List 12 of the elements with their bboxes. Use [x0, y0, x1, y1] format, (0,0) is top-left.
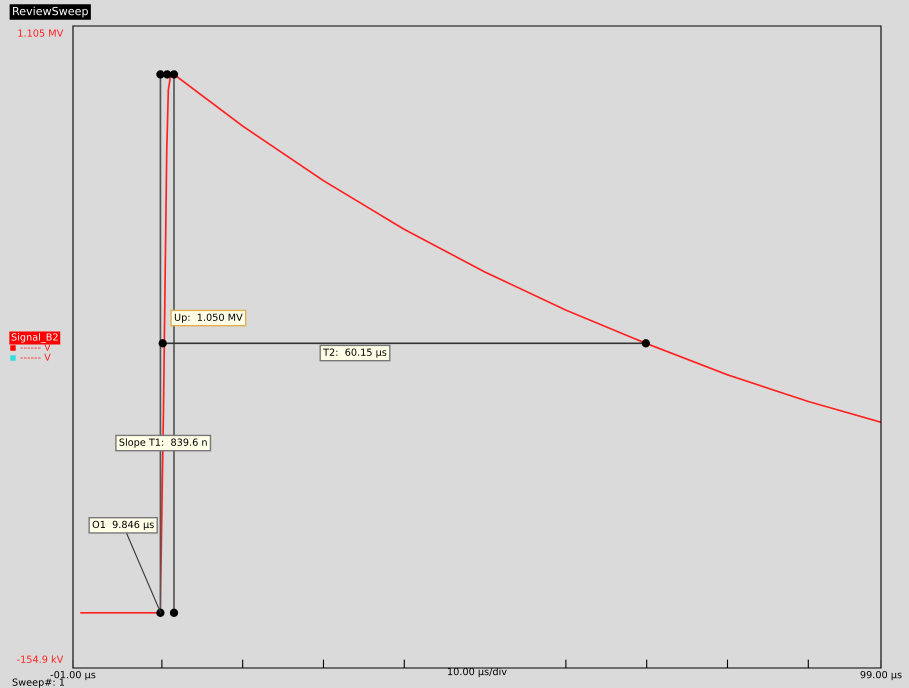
text: Signal_B2	[12, 333, 58, 343]
text: Sweep#: 1	[12, 678, 64, 688]
annotation: T2: 60.15 µs	[323, 348, 386, 358]
annotation: Up: 1.050 MV	[174, 314, 243, 323]
text: ------ V	[20, 344, 51, 351]
annotation: O1 9.846 µs	[92, 520, 154, 530]
annotation: Slope T1: 839.6 n	[119, 438, 207, 448]
chart-title: ReviewSweep	[13, 6, 88, 18]
text: -154.9 kV	[17, 655, 64, 663]
x-tick-label: 99.00 µs	[860, 670, 902, 680]
text: 1.105 MV	[18, 29, 64, 37]
text: ------ V	[20, 354, 51, 361]
